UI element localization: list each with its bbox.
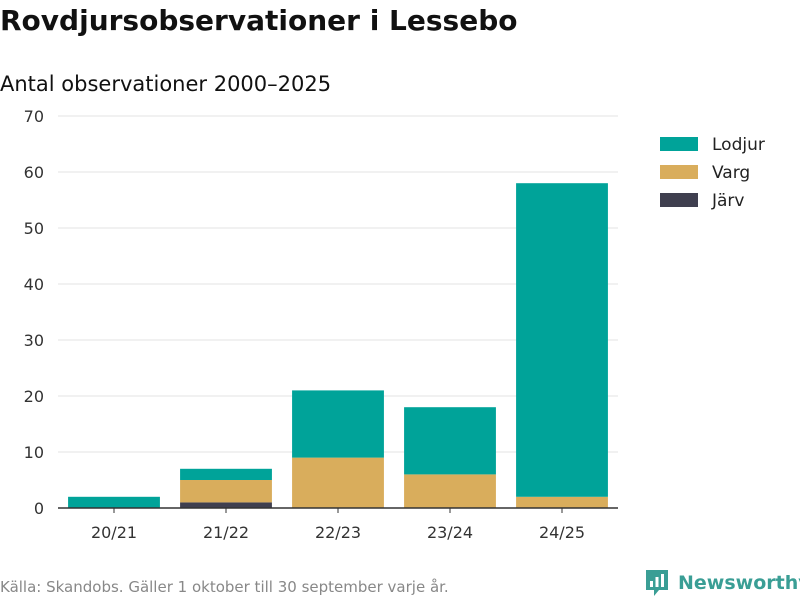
brand-logo[interactable]: Newsworthy [644,568,800,598]
bar-varg-23-24[interactable] [404,474,496,508]
x-tick-label-22-23: 22/23 [315,523,361,542]
bars [68,183,608,508]
y-tick-label-50: 50 [24,219,44,238]
legend-label-varg[interactable]: Varg [712,163,750,183]
bar-varg-24-25[interactable] [516,496,608,508]
bar-varg-21-22[interactable] [180,480,272,503]
y-tick-label-20: 20 [24,387,44,406]
legend-label-jarv[interactable]: Järv [711,191,744,211]
legend-swatch-varg [660,165,698,179]
bar-varg-22-23[interactable] [292,457,384,508]
x-tick-label-20-21: 20/21 [91,523,137,542]
x-axis-ticks: 20/21 21/22 22/23 23/24 24/25 [91,508,585,542]
chart-title: Rovdjursobservationer i Lessebo [0,4,518,37]
bar-lodjur-21-22[interactable] [180,468,272,480]
legend: Lodjur Varg Järv [660,135,765,211]
legend-swatch-lodjur [660,137,698,151]
y-tick-label-30: 30 [24,331,44,350]
bar-lodjur-23-24[interactable] [404,407,496,475]
bar-lodjur-24-25[interactable] [516,183,608,497]
bar-lodjur-22-23[interactable] [292,390,384,458]
x-tick-label-21-22: 21/22 [203,523,249,542]
y-tick-label-10: 10 [24,443,44,462]
y-tick-label-0: 0 [34,499,44,518]
x-tick-label-23-24: 23/24 [427,523,473,542]
stacked-bar-chart: 0 10 20 30 40 50 60 70 20/21 21/22 22/23 23/24 24/2… [24,107,765,542]
brand-name: Newsworthy [678,572,800,594]
chart-subtitle: Antal observationer 2000–2025 [0,72,332,96]
y-tick-label-60: 60 [24,163,44,182]
y-axis-ticks: 0 10 20 30 40 50 60 70 [24,107,44,518]
legend-swatch-jarv [660,193,698,207]
newsworthy-logo-icon [646,570,668,596]
bar-jarv-21-22[interactable] [180,502,272,508]
x-tick-label-24-25: 24/25 [539,523,585,542]
y-tick-label-70: 70 [24,107,44,126]
bar-lodjur-20-21[interactable] [68,496,160,508]
y-tick-label-40: 40 [24,275,44,294]
legend-label-lodjur[interactable]: Lodjur [712,135,765,155]
source-note: Källa: Skandobs. Gäller 1 oktober till 3… [0,578,449,596]
